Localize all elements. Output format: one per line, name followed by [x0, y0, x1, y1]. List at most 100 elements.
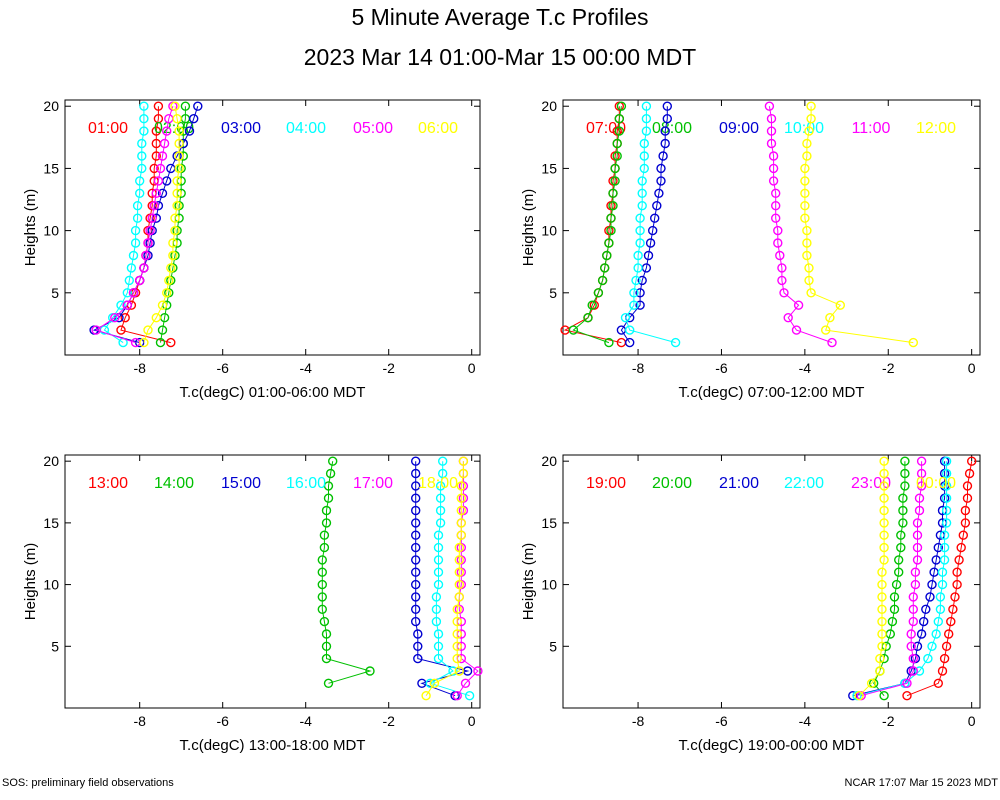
legend-label: 18:00: [418, 475, 458, 492]
series-line: [120, 106, 171, 344]
data-point: [958, 530, 968, 540]
data-point: [431, 616, 442, 627]
data-point: [120, 313, 130, 323]
data-point: [660, 126, 670, 136]
x-tick-label: -8: [133, 360, 146, 376]
y-tick-label: 15: [43, 160, 59, 176]
data-point: [317, 592, 327, 602]
data-point: [902, 678, 912, 688]
data-point: [149, 163, 159, 174]
data-point: [433, 641, 444, 651]
series-line: [94, 106, 174, 344]
data-point: [804, 263, 814, 273]
x-tick-label: -8: [133, 713, 146, 729]
data-point: [643, 250, 654, 261]
data-point: [435, 505, 446, 516]
data-point: [906, 629, 916, 639]
data-point: [866, 678, 877, 688]
data-point: [656, 163, 666, 174]
data-point: [159, 138, 170, 149]
series-line: [572, 106, 622, 344]
data-point: [935, 604, 946, 614]
data-point: [777, 275, 787, 286]
data-point: [433, 629, 444, 639]
data-point: [602, 250, 612, 261]
data-point: [454, 666, 464, 676]
y-tick-label: 5: [51, 285, 59, 301]
data-point: [764, 101, 775, 111]
series-line: [620, 106, 668, 343]
data-point: [612, 138, 622, 149]
data-point: [768, 163, 779, 174]
data-point: [456, 530, 466, 540]
data-point: [800, 213, 810, 223]
data-point: [157, 300, 168, 310]
data-point: [411, 592, 421, 602]
data-point: [132, 213, 143, 223]
x-tick-label: 0: [468, 713, 476, 729]
series-line: [321, 461, 372, 684]
data-point: [153, 101, 164, 111]
data-point: [879, 542, 889, 553]
data-point: [456, 481, 466, 491]
data-point: [134, 188, 145, 199]
data-point: [170, 213, 180, 223]
data-point: [433, 653, 444, 664]
legend-label: 11:00: [852, 120, 891, 137]
data-point: [180, 101, 191, 111]
data-point: [941, 456, 952, 466]
data-point: [879, 518, 889, 528]
x-tick-label: 0: [968, 360, 976, 376]
data-point: [783, 313, 793, 323]
data-point: [139, 126, 149, 136]
data-point: [635, 238, 645, 248]
series-line: [425, 461, 464, 696]
data-point: [908, 337, 918, 348]
legend-label: 08:00: [652, 120, 692, 137]
series-line: [856, 461, 948, 697]
legend-label: 20:00: [652, 475, 692, 492]
data-point: [771, 213, 781, 223]
legend-label: 21:00: [719, 475, 759, 492]
series-line: [624, 106, 676, 344]
data-point: [616, 101, 627, 111]
plot-frame: [64, 99, 481, 356]
data-point: [802, 250, 812, 261]
data-point: [906, 641, 916, 651]
data-point: [411, 530, 421, 540]
data-point: [164, 275, 174, 286]
data-point: [912, 641, 923, 651]
legend-label: 05:00: [353, 120, 393, 137]
data-point: [149, 200, 159, 211]
legend-label: 03:00: [221, 120, 261, 137]
data-point: [145, 225, 155, 236]
data-point: [916, 468, 927, 479]
data-point: [944, 629, 954, 639]
data-point: [452, 604, 462, 614]
data-point: [421, 691, 431, 701]
data-point: [912, 518, 923, 528]
data-point: [448, 666, 458, 676]
data-point: [879, 505, 889, 516]
data-point: [593, 288, 604, 298]
data-point: [157, 151, 168, 161]
x-tick-label: -2: [882, 360, 895, 376]
series-line: [103, 106, 145, 344]
data-point: [900, 468, 910, 479]
data-point: [433, 542, 444, 553]
data-point: [411, 567, 421, 577]
data-point: [835, 300, 845, 310]
data-point: [641, 113, 652, 124]
legend-label: 19:00: [586, 475, 626, 492]
data-point: [804, 126, 814, 136]
data-point: [151, 313, 162, 323]
data-point: [429, 678, 440, 688]
legend-label: 00:00: [916, 475, 956, 492]
data-point: [933, 616, 943, 627]
data-point: [916, 456, 927, 466]
data-point: [411, 456, 421, 466]
data-point: [854, 691, 864, 701]
data-point: [321, 653, 332, 664]
data-point: [172, 200, 182, 211]
